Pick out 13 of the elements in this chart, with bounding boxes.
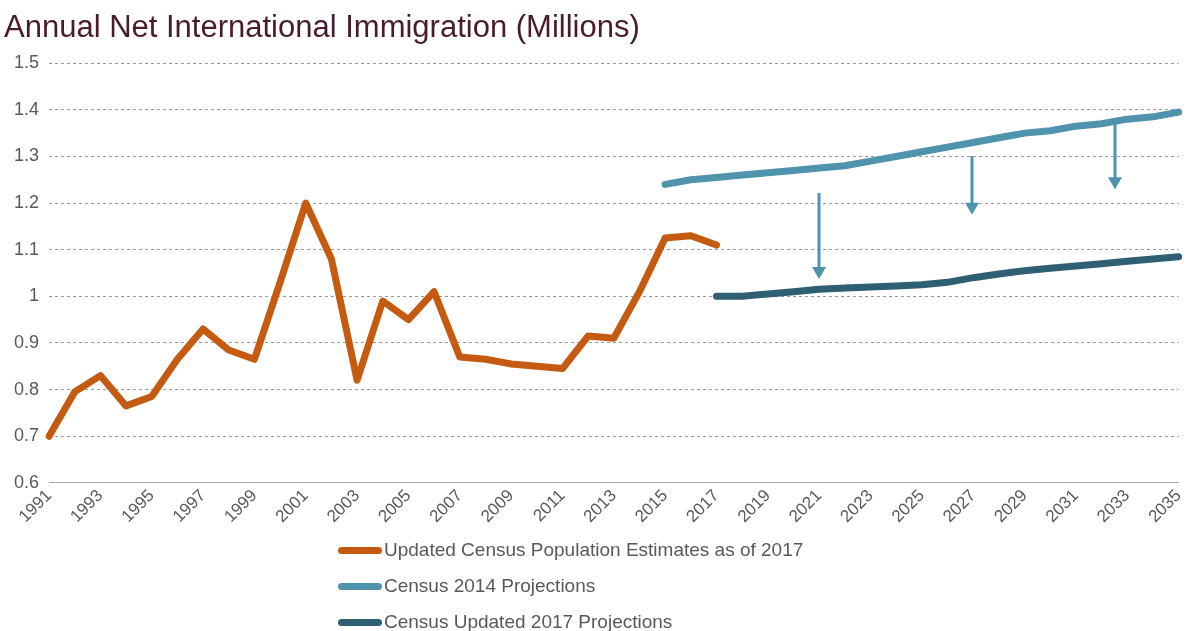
- legend-label: Updated Census Population Estimates as of 2017: [384, 539, 804, 561]
- y-tick-label: 1.3: [13, 145, 40, 166]
- y-tick-label: 0.6: [13, 471, 40, 492]
- y-tick-label: 0.9: [13, 331, 40, 352]
- chart-title: Annual Net International Immigration (Millions): [4, 9, 640, 45]
- y-tick-label: 1.2: [13, 192, 40, 213]
- legend-label: Census 2014 Projections: [384, 575, 596, 597]
- y-tick-label: 0.7: [13, 425, 40, 446]
- y-tick-label: 1: [29, 285, 40, 306]
- y-tick-label: 1.5: [13, 52, 40, 73]
- y-tick-label: 1.4: [13, 98, 40, 119]
- y-tick-label: 0.8: [13, 378, 40, 399]
- y-tick-label: 1.1: [13, 238, 40, 259]
